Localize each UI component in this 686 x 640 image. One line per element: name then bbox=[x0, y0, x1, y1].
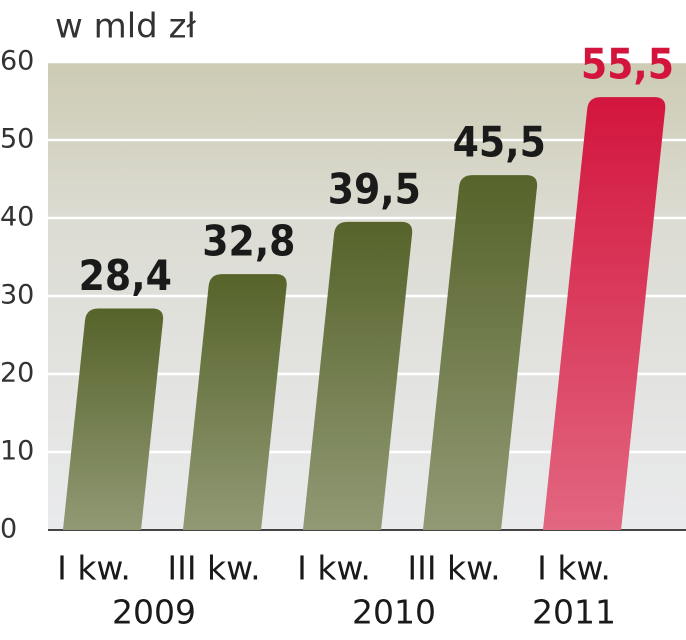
group-label: 2009 bbox=[112, 593, 196, 632]
y-tick-label: 50 bbox=[0, 124, 34, 155]
value-label: 39,5 bbox=[328, 164, 421, 213]
x-tick-label: I kw. bbox=[57, 549, 131, 588]
x-tick-label: I kw. bbox=[537, 549, 611, 588]
x-tick-label: III kw. bbox=[407, 549, 500, 588]
value-label: 32,8 bbox=[202, 217, 295, 266]
x-tick-label: I kw. bbox=[297, 549, 371, 588]
y-tick-label: 0 bbox=[0, 514, 17, 545]
y-tick-label: 10 bbox=[0, 436, 34, 467]
y-tick-label: 20 bbox=[0, 358, 34, 389]
value-label: 55,5 bbox=[581, 40, 674, 89]
y-tick-label: 60 bbox=[0, 46, 34, 77]
group-label: 2011 bbox=[532, 593, 616, 632]
value-label: 28,4 bbox=[79, 251, 172, 300]
bar-shade bbox=[543, 97, 666, 530]
value-label: 45,5 bbox=[453, 118, 546, 167]
chart-title: w mld zł bbox=[55, 7, 196, 47]
group-label: 2010 bbox=[352, 593, 436, 632]
x-tick-label: III kw. bbox=[167, 549, 260, 588]
bar-shade bbox=[183, 274, 287, 530]
bar-shade bbox=[303, 221, 413, 530]
bar-shade bbox=[63, 308, 164, 530]
y-tick-label: 40 bbox=[0, 202, 34, 233]
y-tick-label: 30 bbox=[0, 280, 34, 311]
bar-shade bbox=[423, 175, 538, 530]
